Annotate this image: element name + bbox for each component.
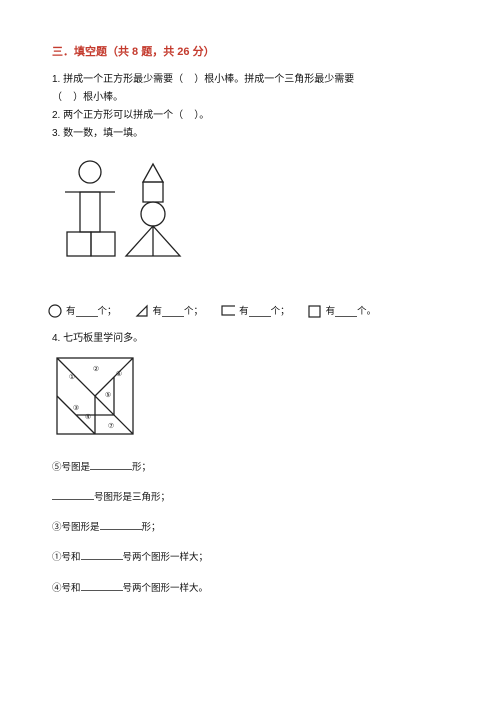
q4-l5-pre: ④号和 <box>52 583 81 594</box>
q4-line-4: ①号和 号两个图形一样大； <box>52 549 448 565</box>
svg-text:②: ② <box>93 365 99 373</box>
svg-text:⑥: ⑥ <box>116 370 122 378</box>
q1-text-4: ）根小棒。 <box>73 92 123 103</box>
count-item-rectangle: 有 个； <box>221 304 290 319</box>
q4-l5-post: 号两个图形一样大。 <box>123 583 209 594</box>
blank-q4-1 <box>90 459 132 470</box>
q4-line-1: ⑤号图是 形； <box>52 459 448 475</box>
q2-text-1: 2. 两个正方形可以拼成一个（ <box>52 110 183 121</box>
q4-l4-post: 号两个图形一样大； <box>123 552 209 563</box>
q1-text-3: （ <box>52 92 62 103</box>
blank-q4-2 <box>52 489 94 500</box>
q4-l2-post: 号图形是三角形； <box>94 492 170 503</box>
q4-l1-post: 形； <box>132 462 151 473</box>
count-d-post: 个。 <box>357 304 376 319</box>
count-item-circle: 有 个； <box>48 304 117 319</box>
blank-q4-4 <box>81 549 123 560</box>
count-c-pre: 有 <box>239 304 249 319</box>
circle-icon <box>48 304 62 318</box>
svg-text:④: ④ <box>85 413 91 421</box>
q4-l3-post: 形； <box>142 522 161 533</box>
question-1-line-1: 1. 拼成一个正方形最少需要（ ）根小棒。拼成一个三角形最少需要 <box>52 72 448 88</box>
q4-line-2: 号图形是三角形； <box>52 489 448 505</box>
svg-text:⑦: ⑦ <box>108 422 114 430</box>
question-4: 4. 七巧板里学问多。 ① ② ⑥ ⑤ ③ ④ <box>52 331 448 596</box>
count-item-square: 有 个。 <box>308 304 377 319</box>
count-a-pre: 有 <box>66 304 76 319</box>
q2-text-2: ）。 <box>194 110 209 121</box>
q4-l3-pre: ③号图形是 <box>52 522 100 533</box>
q4-l1-pre: ⑤号图是 <box>52 462 90 473</box>
q1-text-2: ）根小棒。拼成一个三角形最少需要 <box>194 74 354 85</box>
count-a-post: 个； <box>98 304 117 319</box>
q4-line-3: ③号图形是 形； <box>52 519 448 535</box>
rectangle-icon <box>221 304 235 318</box>
svg-text:⑤: ⑤ <box>105 391 111 399</box>
blank-count-d <box>335 306 357 317</box>
blank-count-b <box>162 306 184 317</box>
blank-q4-5 <box>81 580 123 591</box>
tangram-figure: ① ② ⑥ ⑤ ③ ④ ⑦ <box>56 357 448 441</box>
q4-title: 4. 七巧板里学问多。 <box>52 331 448 347</box>
worksheet-page: 三．填空题（共 8 题，共 26 分） 1. 拼成一个正方形最少需要（ ）根小棒… <box>0 0 500 707</box>
question-2: 2. 两个正方形可以拼成一个（ ）。 <box>52 108 448 124</box>
blank-count-c <box>249 306 271 317</box>
q1-text-1: 1. 拼成一个正方形最少需要（ <box>52 74 183 85</box>
square-icon <box>308 304 322 318</box>
composite-shapes-svg <box>60 158 210 280</box>
count-item-triangle: 有 个； <box>135 304 204 319</box>
svg-text:①: ① <box>69 373 75 381</box>
triangle-icon <box>135 304 149 318</box>
count-row: 有 个； 有 个； 有 个； 有 个。 <box>48 304 448 319</box>
figure-composite <box>60 158 448 286</box>
section-title: 三．填空题（共 8 题，共 26 分） <box>52 44 448 62</box>
question-1-line-2: （ ）根小棒。 <box>52 90 448 106</box>
count-c-post: 个； <box>271 304 290 319</box>
question-3: 3. 数一数，填一填。 <box>52 126 448 142</box>
count-d-pre: 有 <box>326 304 336 319</box>
svg-text:③: ③ <box>73 404 79 412</box>
blank-count-a <box>76 306 98 317</box>
count-b-post: 个； <box>184 304 203 319</box>
count-b-pre: 有 <box>153 304 163 319</box>
q4-l4-pre: ①号和 <box>52 552 81 563</box>
blank-q4-3 <box>100 519 142 530</box>
q4-line-5: ④号和 号两个图形一样大。 <box>52 580 448 596</box>
